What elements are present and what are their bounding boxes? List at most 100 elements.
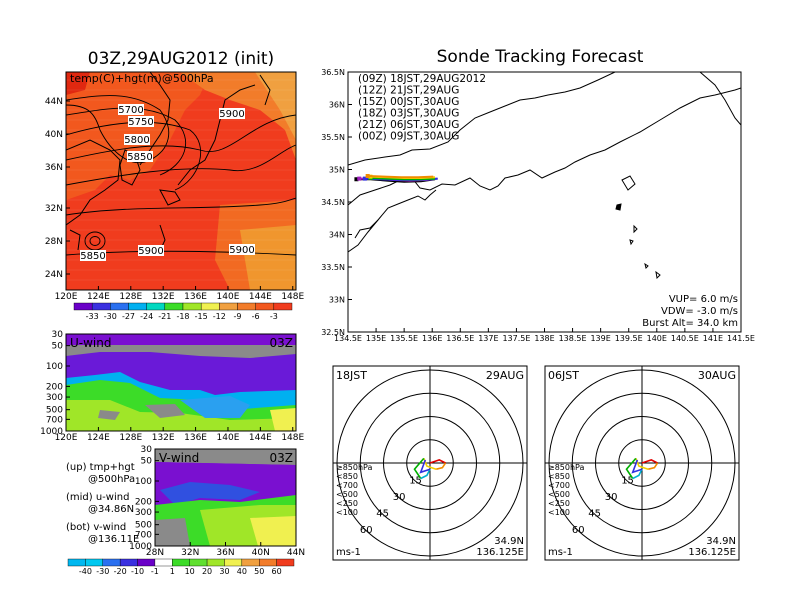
- lon-tick-label: 140E: [217, 433, 240, 443]
- legend-entry: (18Z) 03JST,30AUG: [358, 108, 459, 120]
- colorbar-label: -21: [158, 312, 171, 321]
- lat-tick-label: 36N: [45, 163, 63, 173]
- map-lat-ticks: 44N 40N 36N 32N 28N 24N: [45, 97, 70, 280]
- level-legend-entry: <100: [548, 508, 570, 517]
- hodo-trace: [648, 462, 659, 470]
- colorbar-cell: [102, 558, 121, 567]
- legend-entry: (09Z) 18JST,29AUG2012: [358, 73, 486, 85]
- track-legend: (09Z) 18JST,29AUG2012(12Z) 21JST,29AUG (1…: [358, 73, 486, 143]
- lon-tick-label: 139.5E: [615, 334, 643, 343]
- lon-tick-label: 124E: [87, 433, 110, 443]
- track-line: [370, 177, 436, 181]
- lat-tick-label: 44N: [287, 548, 305, 558]
- pressure-tick-label: 100: [135, 477, 152, 487]
- uwind-label: U-wind: [70, 336, 111, 350]
- colorbar-cell: [200, 302, 220, 311]
- contour-label: 5700: [118, 105, 143, 116]
- colorbar-label: 20: [202, 567, 212, 576]
- pressure-tick-label: 500: [135, 521, 152, 531]
- lon-tick-label: 136E: [184, 433, 207, 443]
- lat-tick-label: 24N: [45, 270, 63, 280]
- contour-label: 5900: [219, 109, 244, 120]
- lat-tick-label: 35N: [329, 166, 345, 175]
- level-legend-entry: <250: [548, 499, 570, 508]
- colorbar-label: -40: [79, 567, 92, 576]
- colorbar-cell: [154, 558, 173, 567]
- hodo-time: 06JST: [548, 369, 579, 382]
- hodo-lon: 136.125E: [688, 547, 736, 558]
- colorbar-label: -10: [131, 567, 144, 576]
- level-legend-entry: <500: [336, 490, 358, 499]
- colorbar-cell: [276, 558, 295, 567]
- legend-entry: (21Z) 06JST,30AUG: [358, 119, 459, 131]
- vwind-time: 03Z: [270, 451, 294, 465]
- lat-tick-label: 28N: [45, 237, 63, 247]
- pressure-tick-label: 300: [46, 393, 63, 403]
- track-point: [357, 176, 362, 181]
- lon-tick-label: 135.5E: [390, 334, 418, 343]
- note-mid-2: @34.86N: [88, 504, 134, 515]
- track-point: [362, 176, 367, 181]
- uwind-section: [66, 334, 296, 431]
- contour-label: 5850: [80, 251, 105, 262]
- hodo-trace: [419, 459, 431, 474]
- ring-label: 45: [376, 508, 389, 519]
- lat-tick-label: 36N: [329, 101, 345, 110]
- lon-tick-label: 120E: [55, 292, 78, 302]
- ring-label: 15: [409, 475, 422, 486]
- lon-tick-label: 140E: [647, 334, 667, 343]
- hodo-lon: 136.125E: [476, 547, 524, 558]
- colorbar-cell: [182, 302, 202, 311]
- lon-tick-label: 148E: [281, 433, 304, 443]
- hodo-unit: ms-1: [336, 547, 361, 558]
- ring-label: 45: [588, 508, 601, 519]
- param-burst: Burst Alt= 34.0 km: [642, 318, 738, 329]
- sonde-tracks: [354, 174, 438, 183]
- lat-tick-label: 33.5N: [321, 263, 345, 272]
- lon-tick-label: 128E: [119, 292, 142, 302]
- vwind-label: V-wind: [159, 451, 199, 465]
- colorbar-label: 60: [272, 567, 282, 576]
- lat-tick-label: 36N: [216, 548, 234, 558]
- lat-tick-label: 40N: [45, 130, 63, 140]
- lon-tick-label: 141E: [703, 334, 723, 343]
- lon-tick-label: 134.5E: [334, 334, 362, 343]
- lat-tick-label: 32N: [45, 204, 63, 214]
- lon-tick-label: 124E: [87, 292, 110, 302]
- temperature-map: 5700 5750 5800 5850 5900 5900 5850 5900: [66, 72, 296, 290]
- vwind-section: [155, 449, 296, 546]
- lon-tick-label: 138E: [534, 334, 554, 343]
- pressure-tick-label: 50: [52, 342, 64, 352]
- legend-entry: (12Z) 21JST,29AUG: [358, 85, 459, 97]
- colorbar-label: 1: [170, 567, 175, 576]
- pressure-tick-label: 300: [135, 508, 152, 518]
- lon-tick-label: 136E: [422, 334, 442, 343]
- colorbar-cell: [273, 302, 293, 311]
- left-title: 03Z,29AUG2012 (init): [88, 49, 274, 69]
- contour-label: 5900: [138, 246, 163, 257]
- ring-label: 15: [621, 475, 634, 486]
- contour-label: 5900: [229, 245, 254, 256]
- param-vup: VUP= 6.0 m/s: [669, 294, 738, 305]
- colorbar-cell: [67, 558, 86, 567]
- hodo-trace: [413, 457, 425, 479]
- track-lon-ticks: 134.5E 135E 135.5E 136E 136.5E 137E 137.5E 138E…: [334, 328, 755, 343]
- colorbar-label: -27: [122, 312, 135, 321]
- colorbar-label: -12: [213, 312, 226, 321]
- colorbar-label: 40: [237, 567, 247, 576]
- colorbar-cell: [241, 558, 260, 567]
- colorbar-cell: [219, 302, 238, 311]
- level-legend-entry: <250: [336, 499, 358, 508]
- hodo-unit: ms-1: [548, 547, 573, 558]
- lon-tick-label: 140.5E: [671, 334, 699, 343]
- pressure-tick-label: 1000: [129, 542, 152, 552]
- colorbar-label: -15: [195, 312, 208, 321]
- legend-entry: (00Z) 09JST,30AUG: [358, 131, 459, 143]
- pressure-tick-label: 700: [135, 530, 152, 540]
- lat-tick-label: 33N: [329, 296, 345, 305]
- hodo-trace: [632, 468, 643, 480]
- contour-label: 5800: [124, 135, 149, 146]
